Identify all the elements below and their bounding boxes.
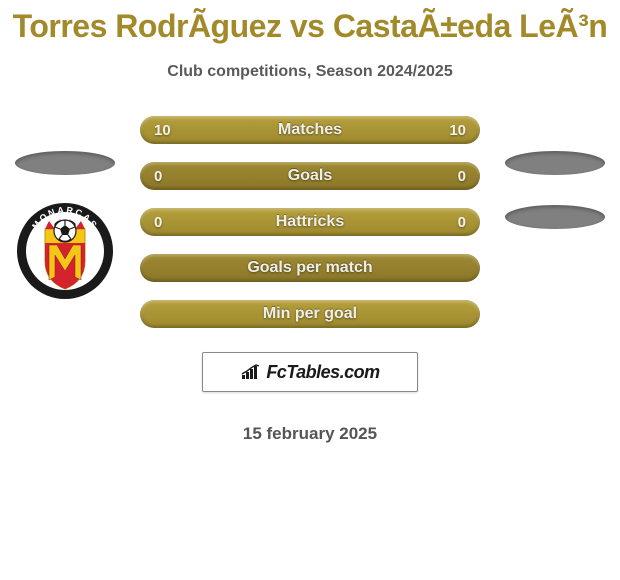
stat-row-matches: 10 Matches 10 xyxy=(140,116,480,144)
brand-text: FcTables.com xyxy=(266,362,379,383)
player-right-avatar-placeholder xyxy=(505,151,605,175)
stat-right-value: 0 xyxy=(458,214,466,231)
monarcas-logo-icon: MONARCAS MORELIA xyxy=(15,195,115,307)
stat-label: Matches xyxy=(278,121,342,139)
stat-row-goals-per-match: Goals per match xyxy=(140,254,480,282)
stat-label: Min per goal xyxy=(263,305,357,323)
right-column xyxy=(500,151,610,229)
club-right-placeholder xyxy=(505,205,605,229)
stat-label: Hattricks xyxy=(276,213,344,231)
player-left-avatar-placeholder xyxy=(15,151,115,175)
stat-row-goals: 0 Goals 0 xyxy=(140,162,480,190)
bars-icon xyxy=(240,363,264,381)
stat-row-hattricks: 0 Hattricks 0 xyxy=(140,208,480,236)
brand-box: FcTables.com xyxy=(202,352,418,392)
stat-right-value: 0 xyxy=(458,168,466,185)
stat-left-value: 0 xyxy=(154,214,162,231)
club-logo-left: MONARCAS MORELIA xyxy=(15,195,115,307)
date-text: 15 february 2025 xyxy=(243,424,377,444)
subtitle: Club competitions, Season 2024/2025 xyxy=(0,63,620,81)
stat-label: Goals xyxy=(288,167,332,185)
stat-right-value: 10 xyxy=(449,122,466,139)
page-title: Torres RodrÃ­guez vs CastaÃ±eda LeÃ³n xyxy=(0,0,620,45)
stats-column: 10 Matches 10 0 Goals 0 0 Hattricks 0 Go… xyxy=(140,116,480,444)
content-area: MONARCAS MORELIA xyxy=(0,116,620,444)
stat-label: Goals per match xyxy=(247,259,372,277)
stat-row-min-per-goal: Min per goal xyxy=(140,300,480,328)
left-column: MONARCAS MORELIA xyxy=(10,151,120,307)
stat-left-value: 10 xyxy=(154,122,171,139)
stat-left-value: 0 xyxy=(154,168,162,185)
